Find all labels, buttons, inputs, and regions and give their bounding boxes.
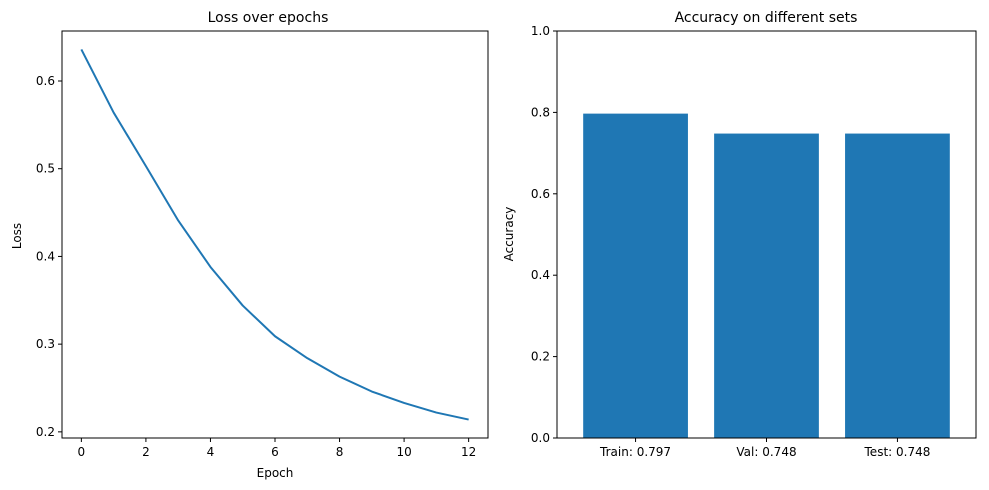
accuracy-y-tick-label: 0.8 <box>531 105 550 119</box>
loss-chart-marks <box>80 48 469 421</box>
loss-series-line <box>80 48 469 421</box>
loss-x-tick-label: 6 <box>271 445 279 459</box>
loss-x-tick-label: 0 <box>78 445 86 459</box>
loss-y-tick-label: 0.6 <box>36 74 55 88</box>
accuracy-x-tick-label: Val: 0.748 <box>736 445 796 459</box>
loss-chart-ylabel: Loss <box>10 223 24 249</box>
accuracy-y-tick-label: 1.0 <box>531 24 550 38</box>
accuracy-y-tick-label: 0.6 <box>531 187 550 201</box>
accuracy-chart-marks <box>583 113 950 438</box>
loss-x-tick-label: 2 <box>142 445 150 459</box>
loss-y-tick-label: 0.2 <box>36 425 55 439</box>
loss-chart-title: Loss over epochs <box>208 10 329 26</box>
accuracy-x-tick-label: Train: 0.797 <box>599 445 671 459</box>
accuracy-chart: Accuracy on different sets Accuracy 0.00… <box>502 10 977 459</box>
loss-chart-ticks: 0 2 4 6 8 10 12 0.2 0.3 0.4 0.5 0.6 <box>36 74 476 459</box>
accuracy-bar <box>583 113 688 438</box>
accuracy-y-tick-label: 0.2 <box>531 350 550 364</box>
loss-x-tick-label: 4 <box>207 445 215 459</box>
accuracy-y-tick-label: 0.4 <box>531 268 550 282</box>
accuracy-bar <box>714 133 819 438</box>
loss-chart-xlabel: Epoch <box>257 466 294 480</box>
accuracy-chart-ylabel: Accuracy <box>502 207 516 262</box>
accuracy-bar <box>845 133 950 438</box>
loss-x-tick-label: 10 <box>396 445 411 459</box>
loss-chart: Loss over epochs Epoch Loss 0 2 4 6 8 10 12 0.2… <box>10 10 489 480</box>
accuracy-chart-frame <box>556 30 977 439</box>
loss-x-tick-label: 12 <box>461 445 476 459</box>
loss-y-tick-label: 0.5 <box>36 162 55 176</box>
loss-y-tick-label: 0.4 <box>36 249 55 263</box>
accuracy-chart-title: Accuracy on different sets <box>675 10 858 26</box>
accuracy-x-tick-label: Test: 0.748 <box>864 445 931 459</box>
accuracy-chart-ticks: 0.0 0.2 0.4 0.6 0.8 1.0 Train: 0.797 Val: 0.748… <box>531 24 930 459</box>
accuracy-y-tick-label: 0.0 <box>531 431 550 445</box>
loss-chart-frame <box>61 30 489 439</box>
loss-y-tick-label: 0.3 <box>36 337 55 351</box>
loss-x-tick-label: 8 <box>336 445 344 459</box>
